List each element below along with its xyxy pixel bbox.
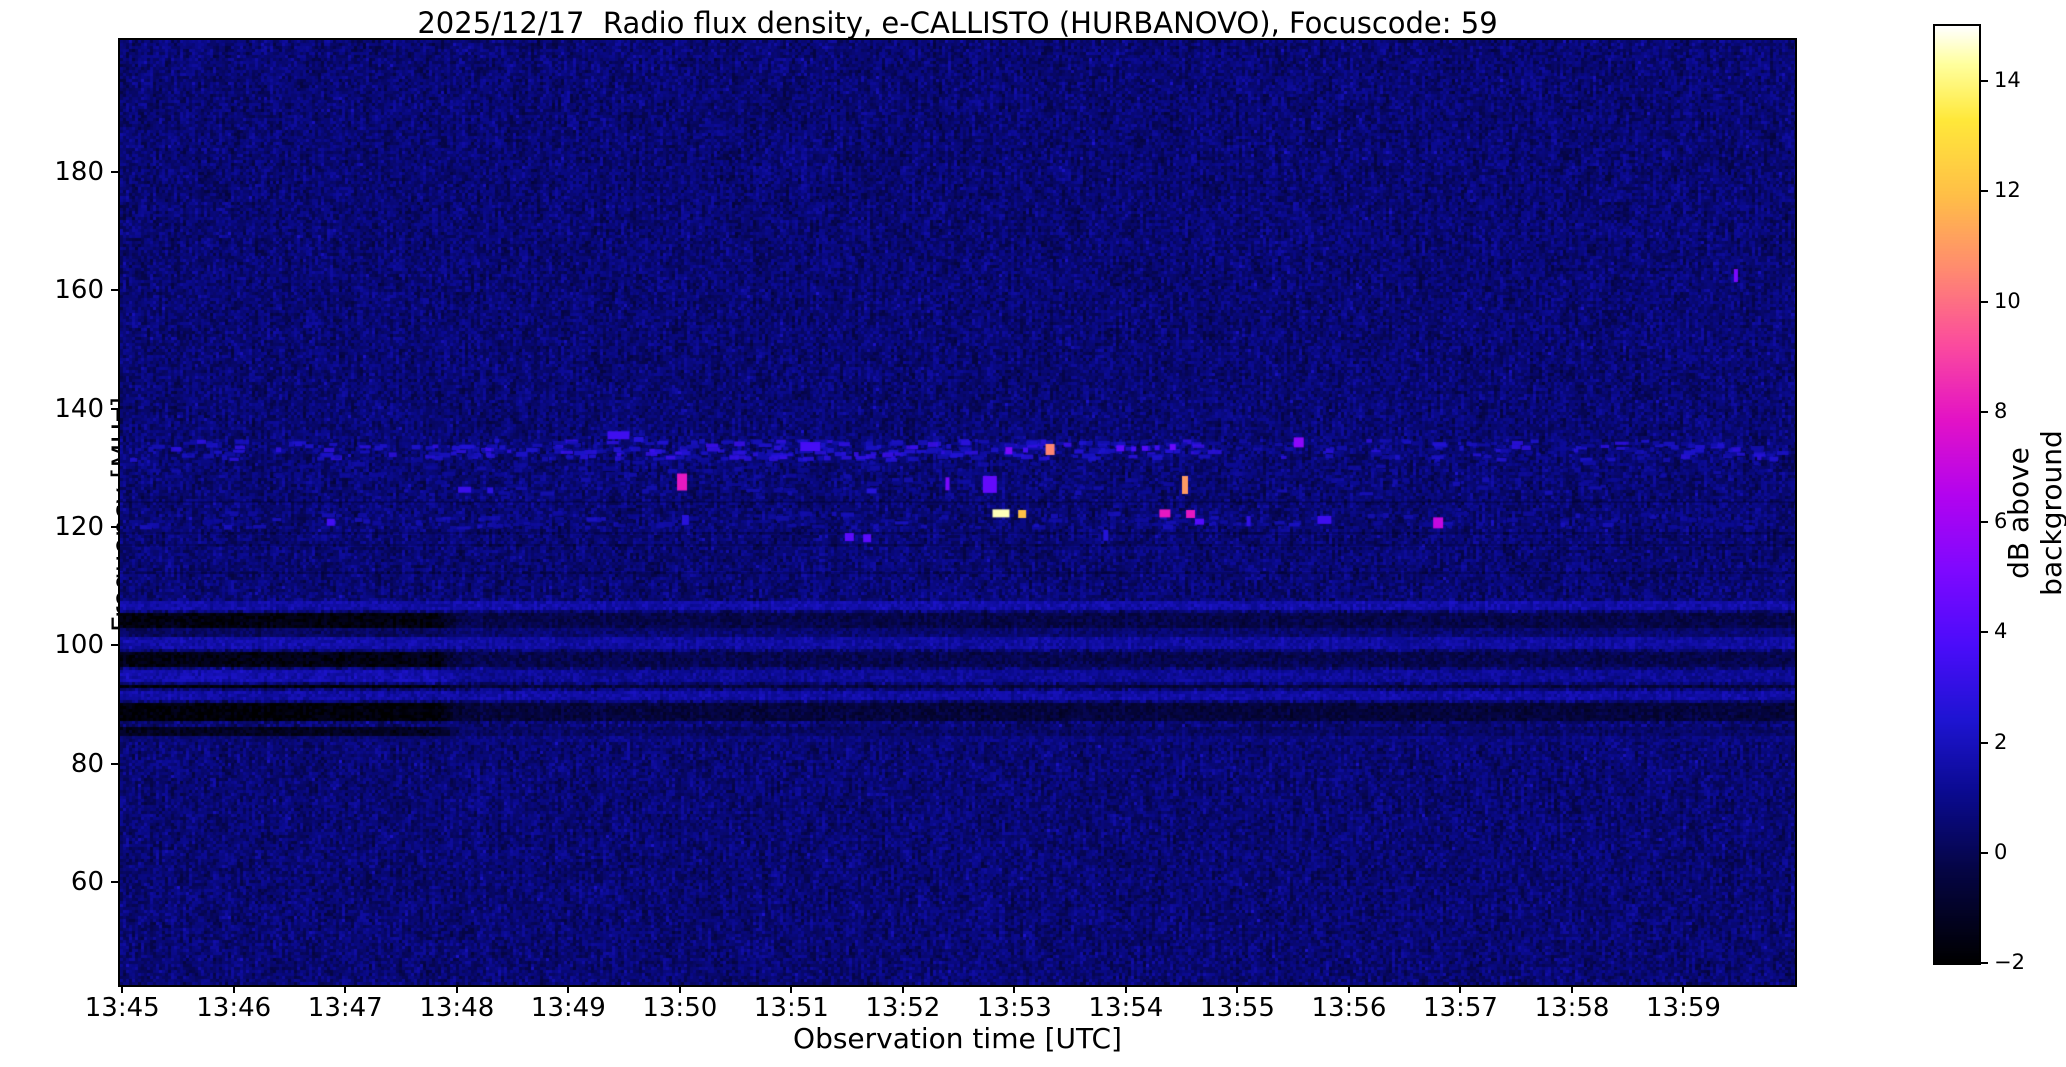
y-tickmark — [111, 525, 119, 528]
x-tickmark — [344, 985, 347, 993]
x-tickmark — [901, 985, 904, 993]
y-tick-label: 60 — [70, 867, 104, 898]
colorbar-tick-label: 8 — [1994, 398, 2008, 423]
x-tick-label: 13:56 — [1311, 993, 1387, 1023]
y-tickmark — [111, 407, 119, 410]
x-tickmark — [1570, 985, 1573, 993]
colorbar-tick-label: 6 — [1994, 509, 2008, 534]
colorbar-label: dB above background — [2002, 430, 2066, 596]
x-tick-label: 13:47 — [307, 993, 383, 1023]
y-tick-label: 120 — [54, 511, 104, 542]
y-tickmark — [111, 289, 119, 292]
x-tickmark — [232, 985, 235, 993]
x-tickmark — [790, 985, 793, 993]
colorbar-tickmark — [1981, 410, 1988, 413]
x-tickmark — [455, 985, 458, 993]
colorbar-tick-label: 4 — [1994, 619, 2008, 644]
x-tick-label: 13:51 — [753, 993, 829, 1023]
colorbar-tick-label: −2 — [1994, 950, 2025, 974]
y-tick-label: 180 — [54, 156, 104, 187]
y-tickmark — [111, 170, 119, 173]
x-tickmark — [1013, 985, 1016, 993]
colorbar-tickmark — [1981, 190, 1988, 193]
plot-title: 2025/12/17 Radio flux density, e-CALLIST… — [417, 6, 1498, 40]
x-tick-label: 13:53 — [976, 993, 1052, 1023]
x-tick-label: 13:55 — [1199, 993, 1275, 1023]
x-tick-label: 13:54 — [1088, 993, 1164, 1023]
colorbar-tickmark — [1981, 521, 1988, 524]
x-tickmark — [1682, 985, 1685, 993]
x-tickmark — [1459, 985, 1462, 993]
colorbar-frame — [1933, 24, 1981, 965]
y-tick-label: 100 — [54, 630, 104, 661]
colorbar-tick-label: 14 — [1994, 68, 2021, 93]
x-tickmark — [1236, 985, 1239, 993]
colorbar-tick-label: 10 — [1994, 288, 2021, 313]
colorbar-tickmark — [1981, 631, 1988, 634]
spectrogram-heatmap — [120, 40, 1795, 985]
colorbar-tick-label: 0 — [1994, 839, 2008, 864]
x-tick-label: 13:58 — [1534, 993, 1610, 1023]
colorbar-tick-label: 2 — [1994, 729, 2008, 754]
x-tick-label: 13:59 — [1646, 993, 1721, 1023]
colorbar-tickmark — [1981, 300, 1988, 303]
x-tick-label: 13:49 — [530, 993, 606, 1023]
x-tick-label: 13:46 — [196, 993, 272, 1023]
y-tick-label: 80 — [70, 748, 104, 779]
colorbar-tickmark — [1981, 741, 1988, 744]
colorbar-tickmark — [1981, 80, 1988, 83]
x-tickmark — [678, 985, 681, 993]
x-tick-label: 13:50 — [642, 993, 718, 1023]
colorbar-gradient — [1935, 26, 1979, 963]
x-tickmark — [121, 985, 124, 993]
y-tick-label: 140 — [54, 393, 104, 424]
colorbar-tickmark — [1981, 962, 1988, 964]
plot-frame — [118, 38, 1797, 987]
y-tickmark — [111, 762, 119, 765]
x-tick-label: 13:52 — [865, 993, 941, 1023]
x-tickmark — [1347, 985, 1350, 993]
x-tick-label: 13:48 — [419, 993, 495, 1023]
colorbar-tickmark — [1981, 851, 1988, 854]
x-tickmark — [567, 985, 570, 993]
x-tick-label: 13:57 — [1422, 993, 1498, 1023]
x-tickmark — [1124, 985, 1127, 993]
colorbar-tick-label: 12 — [1994, 178, 2021, 203]
x-tick-label: 13:45 — [84, 993, 160, 1023]
y-tick-label: 160 — [54, 275, 104, 306]
x-axis-label: Observation time [UTC] — [793, 1022, 1122, 1055]
y-tickmark — [111, 644, 119, 647]
y-tickmark — [111, 881, 119, 884]
